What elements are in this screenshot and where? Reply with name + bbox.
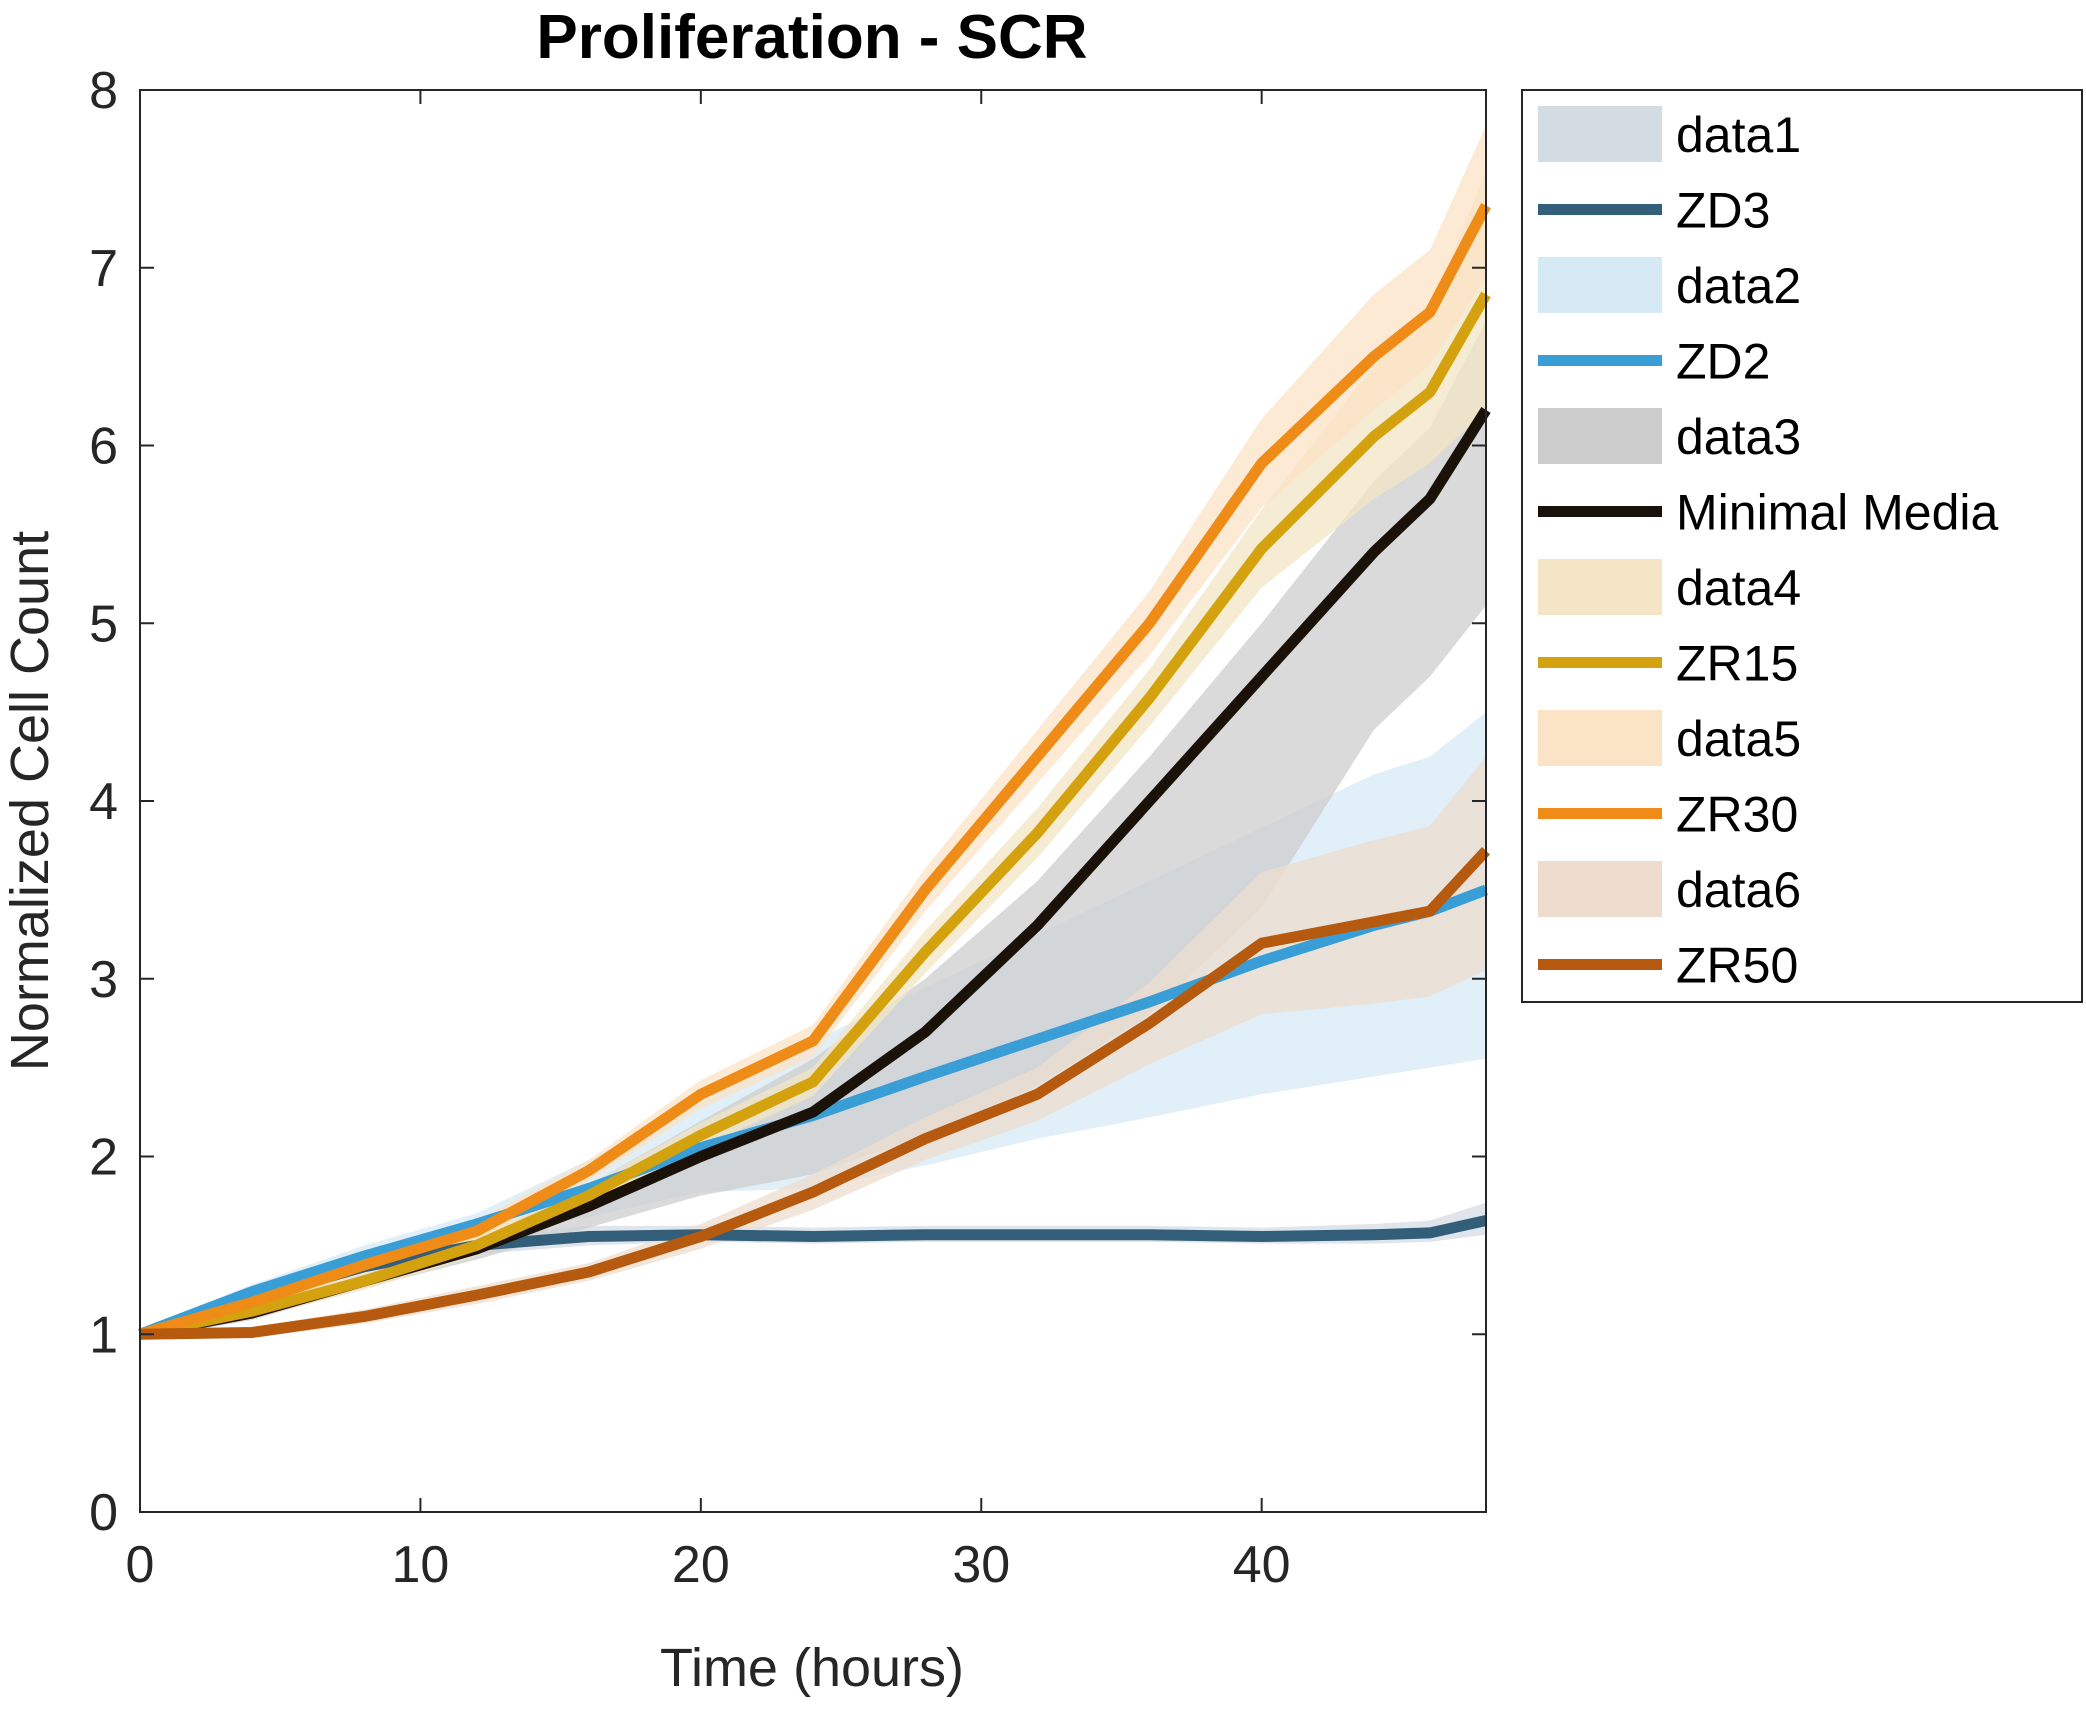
y-tick-label: 5 bbox=[89, 595, 118, 653]
y-tick-label: 7 bbox=[89, 240, 118, 298]
legend-swatch-data4 bbox=[1538, 559, 1662, 615]
x-tick-label: 0 bbox=[126, 1536, 155, 1594]
legend-label-zd3: ZD3 bbox=[1676, 183, 1770, 239]
x-tick-label: 40 bbox=[1233, 1536, 1291, 1594]
legend-label-zr30: ZR30 bbox=[1676, 787, 1798, 843]
legend-label-data5: data5 bbox=[1676, 711, 1801, 767]
y-tick-label: 6 bbox=[89, 418, 118, 476]
line-zr50 bbox=[139, 847, 1491, 1340]
legend-swatch-data5 bbox=[1538, 710, 1662, 766]
legend-swatch-data6 bbox=[1538, 861, 1662, 917]
legend-box bbox=[1521, 89, 2083, 1003]
legend-swatch-data1 bbox=[1538, 106, 1662, 162]
line-zd2 bbox=[138, 884, 1488, 1340]
y-tick-label: 3 bbox=[89, 951, 118, 1009]
chart-title: Proliferation - SCR bbox=[536, 3, 1087, 72]
legend-label-data3: data3 bbox=[1676, 409, 1801, 465]
x-tick-label: 30 bbox=[952, 1536, 1010, 1594]
legend-label-data4: data4 bbox=[1676, 560, 1801, 616]
line-zr15 bbox=[138, 291, 1491, 1340]
y-tick-label: 4 bbox=[89, 773, 118, 831]
line-zr30 bbox=[138, 202, 1491, 1340]
legend-label-minimal-media: Minimal Media bbox=[1676, 485, 1999, 541]
legend-label-zd2: ZD2 bbox=[1676, 334, 1770, 390]
confidence-bands bbox=[140, 125, 1486, 1340]
legend: data1 ZD3 data2 ZD2 data3 Minimal Media data4 Z… bbox=[1521, 89, 2083, 1003]
legend-label-data1: data1 bbox=[1676, 107, 1801, 163]
legend-label-data2: data2 bbox=[1676, 258, 1801, 314]
legend-label-zr15: ZR15 bbox=[1676, 636, 1798, 692]
y-tick-label: 8 bbox=[89, 62, 118, 120]
x-axis-label: Time (hours) bbox=[660, 1638, 964, 1698]
axis-ticks: 0 10 20 30 40 0 1 2 3 4 5 6 7 8 bbox=[89, 62, 1486, 1594]
legend-swatch-data3 bbox=[1538, 408, 1662, 464]
y-tick-label: 1 bbox=[89, 1306, 118, 1364]
y-axis-label: Normalized Cell Count bbox=[0, 531, 60, 1071]
legend-label-data6: data6 bbox=[1676, 862, 1801, 918]
series-lines bbox=[138, 202, 1491, 1340]
y-tick-label: 0 bbox=[89, 1484, 118, 1542]
x-tick-label: 20 bbox=[672, 1536, 730, 1594]
band-data3 bbox=[140, 321, 1486, 1340]
legend-label-zr50: ZR50 bbox=[1676, 938, 1798, 994]
legend-swatch-data2 bbox=[1538, 257, 1662, 313]
x-tick-label: 10 bbox=[391, 1536, 449, 1594]
y-tick-label: 2 bbox=[89, 1129, 118, 1187]
